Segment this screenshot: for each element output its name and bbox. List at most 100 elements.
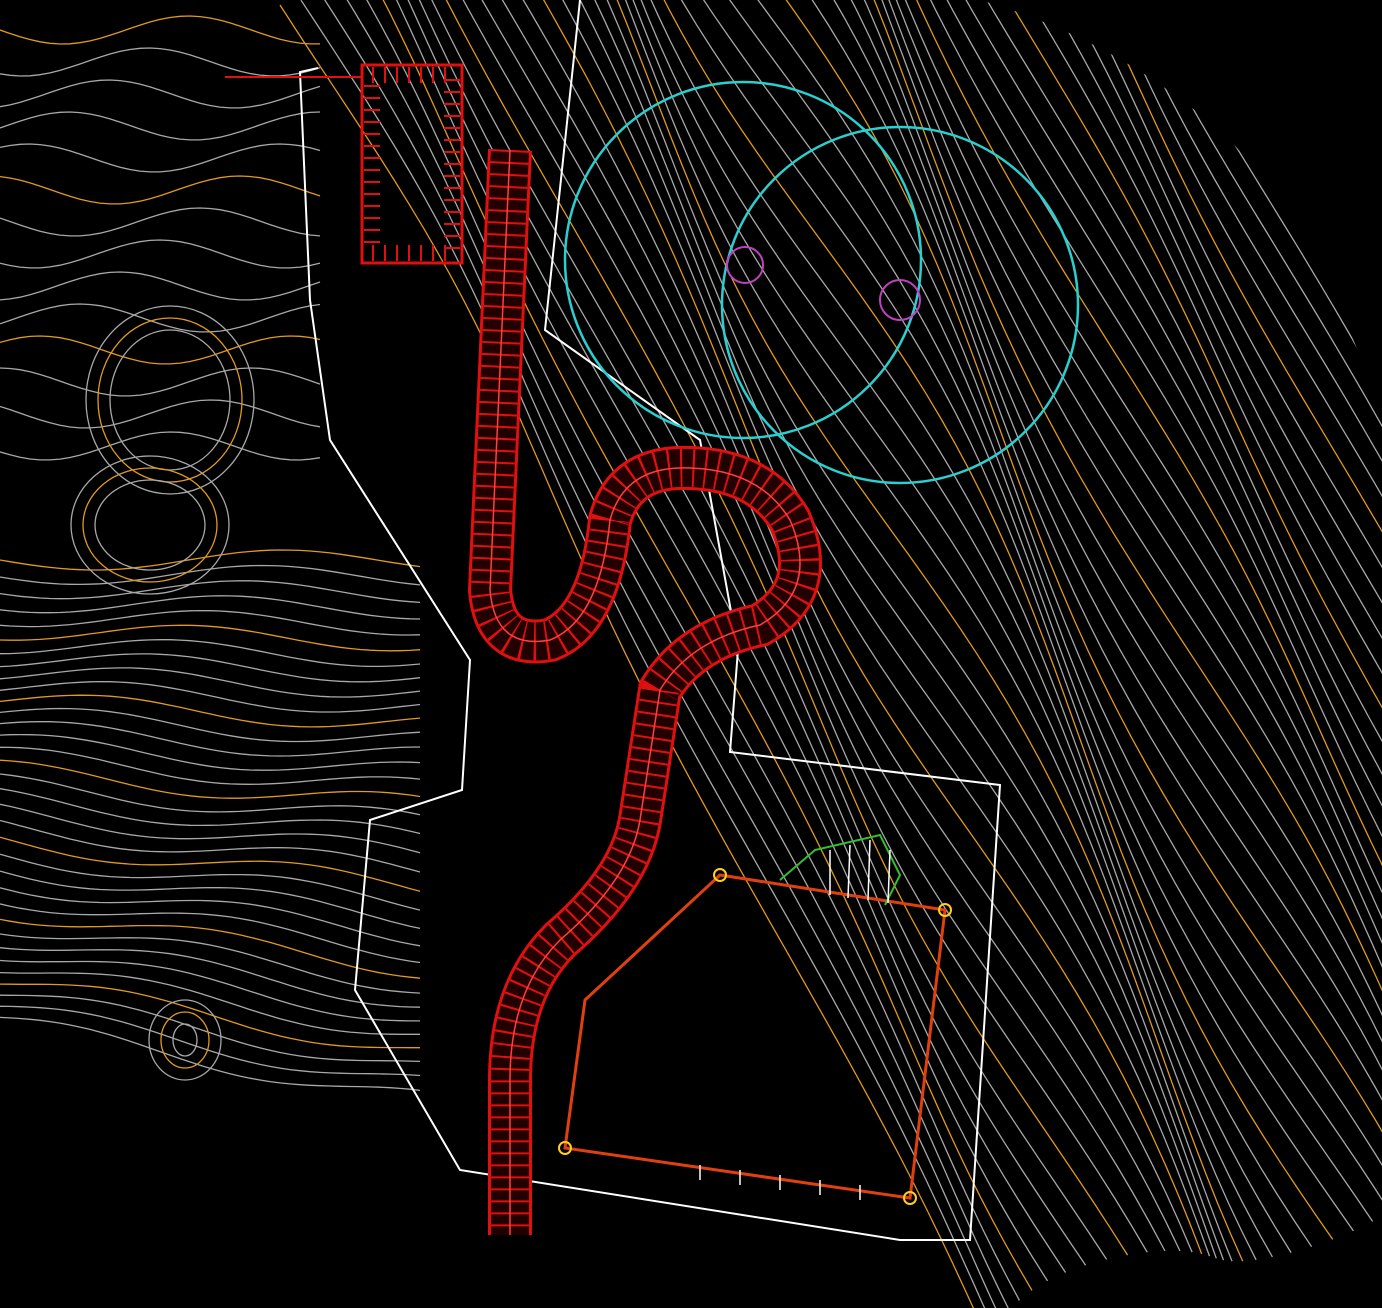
depression [70, 455, 230, 595]
contour [640, 0, 1292, 1253]
contour [324, 0, 997, 1308]
contour [0, 653, 421, 683]
contour [501, 0, 1181, 1252]
contour [811, 0, 1382, 1101]
contour [680, 0, 1354, 1232]
contour [0, 667, 421, 698]
contour [0, 933, 421, 994]
contour [986, 0, 1382, 743]
contour [728, 0, 1382, 1201]
contour [895, 0, 1382, 920]
contour [0, 207, 321, 237]
contour [0, 773, 421, 816]
contour [542, 0, 1203, 1255]
contour [873, 0, 1382, 992]
contour [0, 947, 421, 1008]
contour [0, 175, 321, 205]
circle [720, 125, 1080, 485]
contour [0, 271, 321, 301]
pad-outline [563, 873, 947, 1200]
contour [650, 0, 1313, 1248]
contour [279, 4, 975, 1308]
contour [785, 0, 1382, 1133]
contour [624, 0, 1257, 1261]
marker [726, 246, 764, 284]
node [903, 1191, 917, 1205]
contour [0, 853, 421, 911]
contour [0, 971, 420, 1035]
contour [0, 1005, 421, 1077]
contour [0, 994, 421, 1063]
contour [929, 0, 1382, 838]
contour [0, 759, 421, 799]
contour [0, 983, 420, 1049]
contour [0, 694, 421, 728]
contour [0, 707, 421, 743]
depression [85, 305, 255, 495]
contour [0, 819, 421, 873]
depression [160, 1011, 210, 1069]
contour [0, 47, 321, 77]
contour [0, 367, 321, 397]
node [938, 903, 952, 917]
boundary [298, 0, 1002, 1241]
contour [0, 959, 420, 1022]
depression [172, 1023, 198, 1057]
contour [0, 803, 421, 854]
contour [1049, 0, 1382, 640]
contour [757, 0, 1382, 1167]
contour [1029, 0, 1382, 675]
contour [0, 431, 321, 461]
contour [863, 0, 1382, 1017]
contour [881, 0, 1382, 968]
contour [346, 0, 1009, 1308]
contour [0, 721, 421, 757]
contour [0, 303, 321, 333]
boundary-lines [298, 0, 1002, 1241]
contour [0, 335, 321, 365]
site-pad [558, 833, 952, 1205]
contour [0, 624, 421, 652]
contour [0, 639, 421, 668]
grading-line [779, 833, 902, 906]
road-centerline [489, 149, 801, 1235]
circle [563, 80, 923, 440]
contour [0, 746, 421, 785]
depression [82, 467, 218, 583]
contour [0, 143, 321, 173]
contour [579, 0, 1217, 1259]
contour [0, 79, 321, 109]
pad [360, 63, 464, 265]
contour [1121, 0, 1382, 463]
out-of-survey [980, 0, 1382, 420]
contour [300, 0, 986, 1308]
contour [0, 836, 421, 892]
node [713, 868, 727, 882]
contour [0, 595, 421, 620]
contour [833, 0, 1382, 1071]
contour [663, 0, 1334, 1240]
contour [965, 0, 1382, 776]
contour [0, 887, 421, 947]
contour [366, 0, 1020, 1301]
marker [879, 279, 921, 321]
contour [850, 0, 1382, 1043]
depression [148, 999, 222, 1081]
contour [0, 15, 320, 45]
contour [594, 0, 1225, 1261]
contour [0, 903, 421, 964]
contour [0, 399, 321, 429]
contour [702, 0, 1374, 1222]
cyan-circles [563, 80, 1080, 485]
contour [0, 580, 421, 604]
contour [0, 733, 421, 771]
contour [616, 0, 1244, 1262]
contour [0, 870, 421, 930]
contour [946, 0, 1382, 807]
node [558, 1141, 572, 1155]
contour [0, 111, 321, 141]
depression [94, 479, 206, 571]
